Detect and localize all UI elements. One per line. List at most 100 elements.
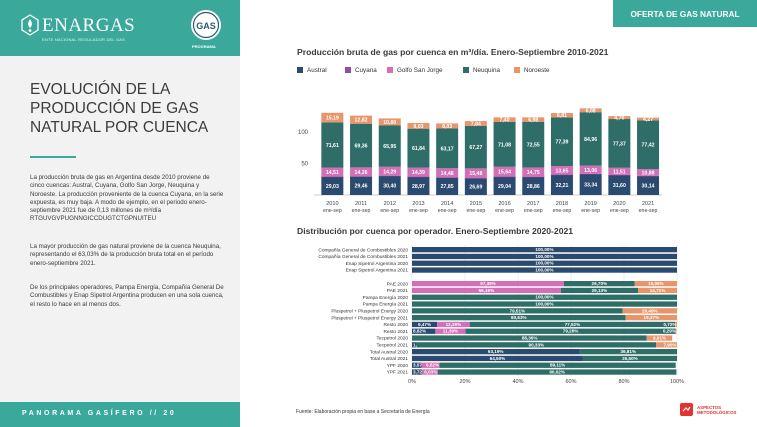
bar-segment <box>378 118 401 126</box>
bar-data-label: 14,39 <box>412 170 425 176</box>
bar-data-label: 63,17 <box>441 146 454 152</box>
bar-data-label: 77,37 <box>613 141 626 147</box>
legend-swatch <box>387 67 393 73</box>
bar-segment <box>579 165 602 174</box>
operator-distribution-chart: 0% 20% 40% 60% 80% 100% Compañía General de Co… <box>318 245 684 385</box>
bar-segment <box>436 177 459 195</box>
bar-data-label: 9,03 <box>413 124 423 130</box>
row-label: YPF 2021 <box>387 370 409 376</box>
row-data-label: 15,95% <box>648 281 664 286</box>
bar-segment <box>436 168 459 178</box>
x-tick-label: 2018 <box>556 201 568 207</box>
bar-data-label: 15,64 <box>498 170 511 176</box>
row-bar-segment <box>638 287 677 294</box>
methodology-icon[interactable] <box>679 402 694 417</box>
legend-item-noroeste: Noroeste <box>514 67 550 74</box>
bar-segment <box>350 176 373 195</box>
bar-segment <box>321 176 344 195</box>
x-tick-sublabel: ene-sep <box>323 208 342 214</box>
row-bar-segment <box>412 369 422 375</box>
bar-data-label: 84,96 <box>584 137 597 143</box>
x-tick-label: 2021 <box>642 201 654 207</box>
bar-data-label: 77,42 <box>642 143 655 149</box>
methodology-link[interactable]: ASPECTOS METODOLÓGICOS <box>697 405 737 416</box>
row-bar-segment <box>563 281 635 287</box>
legend-item-golfo: Golfo San Jorge <box>387 67 443 74</box>
bar-data-label: 69,36 <box>355 144 368 150</box>
bar-data-label: 28,86 <box>527 184 540 190</box>
bar-data-label: 4,70 <box>614 116 624 122</box>
bar-segment <box>550 112 573 118</box>
row-label: PAE 2020 <box>387 281 409 287</box>
x-tick-sublabel: ene-sep <box>495 208 514 214</box>
x-tick-sublabel: ene-sep <box>380 208 399 214</box>
legend-label: Austral <box>307 67 327 74</box>
legend-label: Neuquina <box>473 67 500 74</box>
bar-data-label: 14,29 <box>383 169 396 175</box>
x-tick-label: 2016 <box>498 201 510 207</box>
bar-data-label: 4,27 <box>643 117 653 123</box>
bar-segment <box>579 173 602 175</box>
gas-program-seal-icon: GAS <box>191 10 221 40</box>
paragraph-2: La mayor producción de gas natural provi… <box>30 243 221 267</box>
row-data-label: 8,82% <box>413 329 426 334</box>
row-data-label: 57,35% <box>480 281 496 286</box>
row-label: Pluspetrol + Pluspetrol Energy 2020 <box>331 309 408 315</box>
row-data-label: 3,72% <box>413 370 426 375</box>
x-tick-label: 20% <box>459 379 470 385</box>
x-tick-sublabel: ene-sep <box>438 208 457 214</box>
row-data-label: 9,47% <box>418 322 431 327</box>
bar-segment <box>522 176 545 178</box>
row-data-label: 0,29% <box>663 329 676 334</box>
row-bar-segment <box>469 321 676 328</box>
row-data-label: 79,51% <box>510 308 526 313</box>
bar-data-label: 15,19 <box>326 116 339 122</box>
row-bar-segment <box>412 260 677 266</box>
row-bar-segment <box>412 315 626 321</box>
chart2-title: Distribución por cuenca por operador. En… <box>297 226 574 236</box>
row-bar-segment <box>437 369 677 375</box>
row-data-label: 26,70% <box>592 281 608 286</box>
row-data-label: 9,61% <box>653 336 666 341</box>
row-bar-segment <box>579 349 677 355</box>
page-title: EVOLUCIÓN DE LA PRODUCCIÓN DE GAS NATURA… <box>30 81 209 136</box>
row-data-label: 63,19% <box>488 349 504 354</box>
row-label: Enap Sipetrol Argentina 2020 <box>346 261 409 267</box>
row-bar-segment <box>412 335 413 341</box>
bar-segment <box>493 166 516 177</box>
bar-segment <box>378 175 401 177</box>
y-tick-label: 50 <box>301 162 308 168</box>
bar-segment <box>579 173 602 195</box>
row-label: Resto 2021 <box>383 329 408 335</box>
bar-data-label: 10,80 <box>383 120 396 126</box>
bar-segment <box>321 167 344 177</box>
paragraph-1: La producción bruta de gas en Argentina … <box>30 174 224 223</box>
row-bar-segment <box>412 321 438 328</box>
bar-segment <box>378 166 401 176</box>
row-bar-segment <box>560 287 639 294</box>
legend-item-austral: Austral <box>297 67 327 74</box>
bar-segment <box>407 122 430 129</box>
bar-segment <box>350 167 373 177</box>
bar-data-label: 8,03 <box>442 124 452 130</box>
legend-item-cuyana: Cuyana <box>345 67 377 74</box>
row-label: Compañía General de Combustibles 2021 <box>318 254 408 260</box>
row-bar-segment <box>646 335 673 341</box>
bar-data-label: 65,95 <box>383 144 396 150</box>
legend-swatch <box>345 67 351 73</box>
bar-segment <box>522 121 545 168</box>
row-bar-segment <box>437 321 470 328</box>
bar-data-label: 77,39 <box>555 140 568 146</box>
row-bar-segment <box>412 301 677 307</box>
bar-data-label: 61,84 <box>412 146 425 152</box>
paragraph-3: De los principales operadores, Pampa Ene… <box>30 284 224 308</box>
bar-data-label: 7,84 <box>471 122 481 128</box>
bar-segment <box>550 174 573 195</box>
bar-data-label: 30,40 <box>383 183 396 189</box>
logo-bar: ENARGAS ENTE NACIONAL REGULADOR DEL GAS … <box>0 0 240 56</box>
row-bar-segment <box>656 342 677 348</box>
left-panel: ENARGAS ENTE NACIONAL REGULADOR DEL GAS … <box>0 0 240 427</box>
bar-segment <box>350 123 373 168</box>
x-tick-sublabel: ene-sep <box>352 208 371 214</box>
bar-segment <box>407 176 430 178</box>
